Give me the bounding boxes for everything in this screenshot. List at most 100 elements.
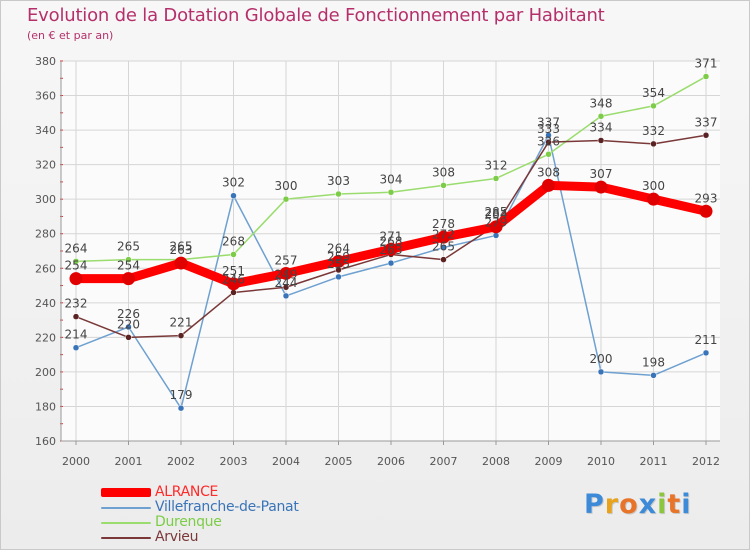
x-tick-label: 2012 [692, 455, 720, 468]
legend-label-durenque: Durenque [155, 514, 222, 530]
data-label: 354 [642, 86, 665, 100]
data-point [282, 195, 290, 203]
data-point [542, 178, 555, 192]
y-tick-label: 200 [35, 366, 56, 379]
data-point [177, 332, 185, 339]
data-point [72, 313, 80, 320]
data-point [335, 190, 342, 198]
data-label: 268 [222, 234, 245, 248]
data-label: 284 [485, 207, 508, 221]
logo-letter: x [638, 489, 658, 520]
x-tick-label: 2000 [62, 455, 90, 468]
data-point [489, 220, 503, 234]
data-point [230, 192, 237, 199]
data-label: 263 [380, 243, 403, 257]
data-point [650, 102, 657, 110]
data-label: 263 [170, 243, 193, 257]
legend-label-arvieu: Arvieu [155, 529, 199, 545]
data-label: 326 [537, 134, 560, 148]
legend-swatch-villefranche [101, 506, 151, 509]
data-label: 308 [537, 165, 560, 179]
data-point [282, 284, 290, 291]
x-tick-label: 2007 [430, 455, 458, 468]
data-label: 254 [65, 259, 88, 273]
data-label: 308 [432, 165, 455, 179]
data-label: 198 [642, 355, 665, 369]
legend-swatch-durenque [101, 521, 151, 524]
y-tick-label: 300 [35, 193, 56, 206]
data-label: 254 [117, 259, 140, 273]
data-label: 264 [327, 241, 350, 255]
data-point [597, 368, 605, 376]
data-label: 300 [642, 179, 665, 193]
data-point [437, 230, 450, 244]
data-point [387, 259, 395, 267]
logo-letter: i [657, 489, 668, 520]
data-point [177, 404, 185, 412]
data-point [545, 132, 552, 139]
data-label: 285 [485, 205, 508, 219]
data-point [545, 138, 552, 146]
legend-item-durenque: Durenque [101, 515, 299, 530]
data-label: 255 [327, 257, 350, 271]
chart-legend: ALRANCE Villefranche-de-Panat Durenque A… [101, 485, 299, 545]
data-point [387, 189, 395, 196]
data-point [122, 272, 135, 286]
data-label: 302 [222, 176, 245, 190]
data-point [230, 289, 237, 296]
x-tick-label: 2006 [377, 455, 405, 468]
data-label: 257 [275, 253, 298, 267]
data-label: 211 [695, 333, 718, 347]
data-point [545, 151, 552, 158]
data-label: 265 [170, 240, 193, 254]
legend-swatch-arvieu [101, 536, 151, 539]
data-label: 312 [485, 158, 508, 172]
data-point [594, 180, 608, 194]
data-label: 214 [65, 328, 88, 342]
data-point [699, 204, 713, 218]
x-tick-label: 2004 [272, 455, 300, 468]
data-label: 304 [380, 172, 403, 186]
data-point [125, 323, 132, 331]
y-tick-label: 320 [35, 159, 56, 172]
proxiti-logo: Proxiti [584, 489, 692, 520]
data-label: 200 [590, 352, 613, 366]
data-label: 300 [275, 179, 298, 193]
x-tick-label: 2011 [640, 455, 668, 468]
data-point [597, 137, 605, 144]
data-point [72, 344, 80, 351]
legend-item-arvieu: Arvieu [101, 530, 299, 545]
legend-item-villefranche: Villefranche-de-Panat [101, 500, 299, 515]
data-label: 334 [590, 120, 613, 134]
logo-letter: t [667, 489, 682, 520]
data-point [597, 113, 605, 120]
data-point [125, 256, 132, 263]
data-label: 265 [432, 240, 455, 254]
x-tick-label: 2005 [325, 455, 353, 468]
data-label: 348 [590, 96, 613, 110]
x-tick-label: 2008 [482, 455, 510, 468]
chart-subtitle: (en € et par an) [27, 29, 114, 42]
data-label: 272 [432, 228, 455, 242]
y-tick-label: 180 [35, 400, 56, 413]
y-tick-label: 220 [35, 331, 56, 344]
data-label: 265 [117, 240, 140, 254]
data-point [174, 256, 188, 270]
data-point [702, 132, 710, 139]
data-label: 244 [275, 276, 298, 290]
data-point [227, 277, 240, 291]
data-label: 371 [695, 57, 718, 71]
data-label: 259 [327, 250, 350, 264]
data-point [72, 258, 80, 265]
data-label: 278 [432, 217, 455, 231]
data-point [440, 182, 447, 189]
data-point [492, 175, 500, 182]
legend-item-alrance: ALRANCE [101, 485, 299, 500]
data-point [125, 334, 132, 341]
data-label: 332 [642, 124, 665, 138]
data-label: 333 [537, 122, 560, 136]
data-point [440, 256, 447, 263]
x-tick-label: 2002 [167, 455, 195, 468]
x-tick-label: 2003 [220, 455, 248, 468]
data-label: 246 [222, 272, 245, 286]
